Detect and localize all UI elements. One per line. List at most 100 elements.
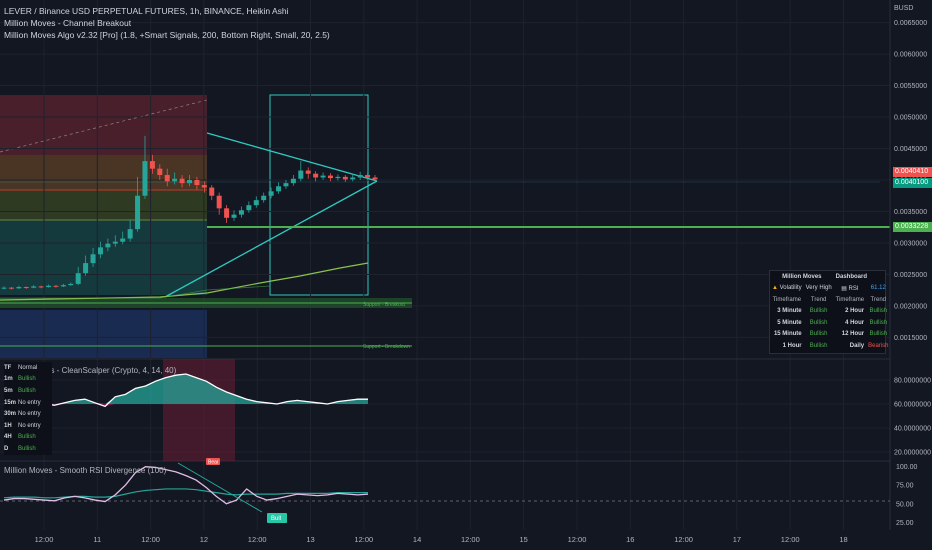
indicator-channel-breakout[interactable]: Million Moves - Channel Breakout <box>4 18 132 28</box>
candle <box>157 164 163 180</box>
osc-bull-area <box>4 374 368 404</box>
candle-body <box>149 161 155 169</box>
osc-line <box>4 373 368 408</box>
candle-body <box>298 170 304 179</box>
candle-body <box>164 174 170 182</box>
x-tick-label: 12:00 <box>248 535 267 544</box>
candle <box>201 181 207 193</box>
rsi-tick-label: 75.00 <box>896 483 914 490</box>
indicator-algo[interactable]: Million Moves Algo v2.32 [Pro] (1.8, +Sm… <box>4 30 330 40</box>
dash-tf: 15 Minute <box>773 331 802 338</box>
col-header: Timeframe <box>772 296 802 303</box>
candle-body <box>350 177 356 180</box>
dash-trend: Bullish <box>809 331 828 338</box>
dash-trend: Bullish <box>869 308 888 315</box>
candle-body <box>23 287 29 289</box>
candle-body <box>38 286 44 288</box>
zone-boxes <box>0 94 369 358</box>
zone-orange <box>0 155 207 190</box>
candle <box>276 182 282 194</box>
candle <box>253 196 259 208</box>
rsi-tick-label: 50.00 <box>896 501 914 508</box>
dash-trend: Bearish <box>868 342 889 349</box>
zone-teal <box>0 220 207 295</box>
candle <box>16 285 22 289</box>
candle <box>350 173 356 182</box>
candle-body <box>90 254 96 264</box>
x-tick-label: 13 <box>306 535 314 544</box>
triangle-upper <box>206 132 378 182</box>
x-tick-label: 12:00 <box>461 535 480 544</box>
rsi-tick-label: 100.00 <box>896 464 918 471</box>
candle <box>105 238 111 252</box>
candle-body <box>135 195 141 230</box>
mtf-row: 5m Bullish <box>4 387 36 394</box>
candle-body <box>313 173 319 178</box>
dash-trend: Bullish <box>809 342 828 349</box>
bull-tag-label: Bull <box>271 516 281 522</box>
candle-body <box>187 180 192 184</box>
mtf-row: 1m Bullish <box>4 376 36 383</box>
y-tick-label: 0.0030000 <box>894 240 927 247</box>
candle <box>305 167 311 179</box>
candle <box>164 168 170 187</box>
rsi-line <box>3 466 369 505</box>
osc-tick-label: 40.0000000 <box>894 426 931 433</box>
dash-tf: 5 Minute <box>777 319 802 326</box>
rsi-div-bear <box>177 462 263 513</box>
candle <box>172 172 178 185</box>
candle-body <box>365 174 371 178</box>
x-tick-label: 12:00 <box>141 535 160 544</box>
candle <box>327 173 333 182</box>
candle <box>97 241 103 259</box>
candle-body <box>179 178 185 184</box>
candle <box>268 187 274 199</box>
mtf-row: 15m No entry <box>4 399 41 406</box>
candle <box>187 174 192 187</box>
support-breakout-label: Support - Breakout <box>363 302 406 308</box>
y-tick-label: 0.0050000 <box>894 115 927 122</box>
dash-tf: 3 Minute <box>777 308 802 315</box>
candle <box>261 192 267 203</box>
x-tick-label: 12:00 <box>568 535 587 544</box>
support-levels: Support - Breakout Support - Breakdown <box>0 226 890 350</box>
candle-body <box>127 229 133 239</box>
candle-body <box>342 176 348 180</box>
zone-olive <box>0 190 207 220</box>
candle <box>246 201 252 213</box>
bear-tag <box>206 458 220 465</box>
candle-body <box>320 175 326 178</box>
mtf-header: TF Normal <box>4 364 38 371</box>
candle <box>179 174 185 188</box>
dash-tf: 12 Hour <box>841 331 865 338</box>
dash-trend: Bullish <box>869 319 888 326</box>
rsi-title[interactable]: Million Moves - Smooth RSI Divergence (1… <box>4 466 167 475</box>
dash-trend: Bullish <box>869 331 888 338</box>
candle-body <box>157 168 163 175</box>
candle <box>46 284 52 288</box>
candle-body <box>283 183 289 187</box>
rsi-pane: Bear Bull <box>0 458 890 523</box>
y-tick-label: 0.0045000 <box>894 146 927 153</box>
candle-body <box>357 174 363 178</box>
candle <box>142 135 148 199</box>
mtf-row: 30m No entry <box>4 411 41 418</box>
candle <box>209 185 215 201</box>
col-header: Timeframe <box>835 296 865 303</box>
candle-body <box>327 175 333 179</box>
dash-tf: 1 Hour <box>782 342 802 349</box>
x-tick-label: 12:00 <box>674 535 693 544</box>
candle <box>298 161 304 182</box>
x-tick-label: 15 <box>520 535 528 544</box>
candle-body <box>201 185 207 188</box>
osc-title[interactable]: Million Moves - CleanScalper (Crypto, 4,… <box>6 366 177 375</box>
candle <box>224 205 230 223</box>
col-header: Trend <box>870 296 886 303</box>
support-breakdown-label: Support - Breakdown <box>363 344 410 350</box>
candle <box>342 174 348 182</box>
dash-tf: 4 Hour <box>845 319 865 326</box>
candle <box>68 282 74 286</box>
candle <box>216 192 222 215</box>
